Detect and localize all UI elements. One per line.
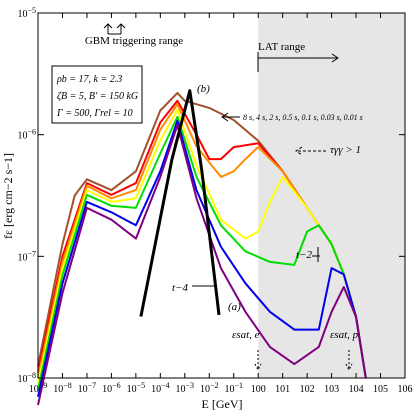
x-tick-label: 106 [398, 384, 413, 395]
shaded-region [258, 13, 405, 378]
annotation: (b) [197, 83, 210, 95]
x-tick-label: 100 [251, 384, 266, 395]
lat-arrow [257, 52, 339, 72]
x-axis-label: E [GeV] [202, 397, 243, 411]
parameter-text: ρb = 17, k = 2.3 [56, 74, 122, 85]
x-tick-label: 10−2 [200, 381, 219, 395]
x-tick-label: 102 [300, 384, 315, 395]
t4-marker [192, 280, 217, 294]
y-tick-label: 10−6 [17, 128, 36, 142]
duration-arrow [221, 112, 240, 122]
x-tick-label: 10−4 [151, 381, 170, 395]
annotation: t−2 [296, 249, 312, 261]
y-tick-label: 10−8 [17, 371, 36, 385]
t2-marker [312, 247, 320, 262]
parameter-text: ζB = 5, B′ = 150 kG [57, 91, 138, 102]
y-tick-label: 10−7 [17, 249, 36, 263]
y-axis-label: fε [erg cm−2 s−1] [1, 153, 15, 239]
annotation: 8 s, 4 s, 2 s, 0.5 s, 0.1 s, 0.03 s, 0.0… [243, 113, 363, 122]
x-tick-label: 10−1 [224, 381, 243, 395]
tau-arrow [295, 146, 326, 156]
curve [37, 115, 367, 391]
plot-frame [37, 12, 406, 379]
x-tick-label: 10−5 [127, 381, 146, 395]
parameter-text: Γ = 500, Γrel = 10 [56, 108, 133, 119]
x-tick-label: 10−9 [29, 381, 48, 395]
curve [37, 119, 367, 398]
annotation: (a) [228, 301, 241, 313]
x-tick-label: 104 [349, 384, 364, 395]
annotation: εsat, e [232, 329, 260, 341]
x-tick-label: 103 [324, 384, 339, 395]
annotation: t−4 [172, 282, 188, 294]
sat-p-arrow [345, 350, 353, 372]
x-tick-label: 105 [373, 384, 388, 395]
x-tick-label: 10−8 [53, 381, 72, 395]
x-tick-label: 10−6 [102, 381, 121, 395]
parameter-box [51, 65, 143, 124]
annotation: τγγ > 1 [330, 144, 361, 156]
x-tick-label: 10−7 [78, 381, 97, 395]
annotation: GBM triggering range [85, 35, 183, 47]
annotation: LAT range [258, 41, 305, 53]
x-tick-label: 101 [275, 384, 290, 395]
curve [37, 124, 367, 406]
x-tick-label: 10−3 [176, 381, 195, 395]
annotation: εsat, p [330, 329, 359, 341]
sat-e-arrow [254, 350, 262, 372]
y-tick-label: 10−5 [17, 6, 36, 20]
gbm-bracket [103, 23, 126, 35]
curve [139, 89, 221, 317]
